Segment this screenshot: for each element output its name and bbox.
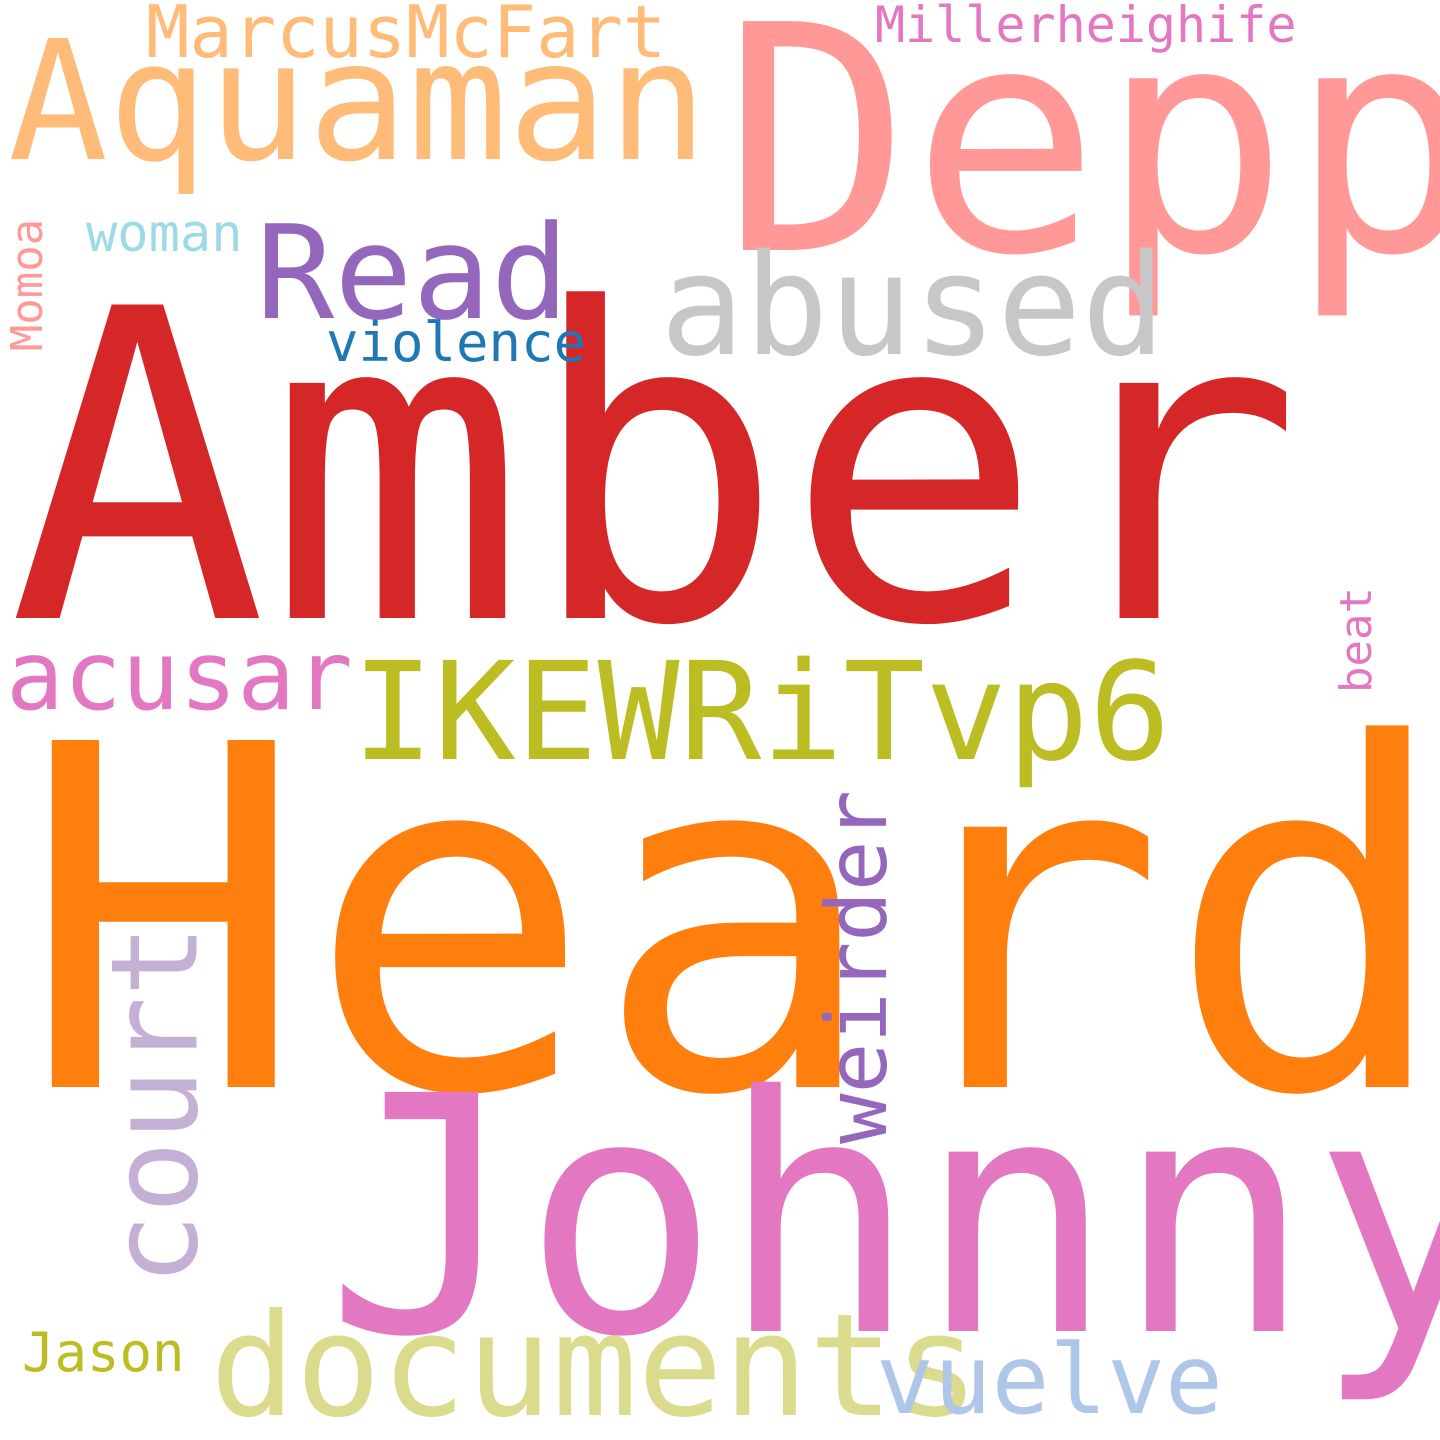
word-ikewritvp6: IKEWRiTvp6 [352,634,1171,792]
word-court: court [86,924,226,1286]
word-depp: Depp [722,0,1440,325]
word-amber: Amber [8,220,1303,720]
word-johnny: Johnny [325,1028,1440,1409]
word-jason: Jason [22,1321,185,1384]
word-beat: beat [1330,587,1382,693]
word-acusar: acusar [6,620,353,732]
word-aquaman: Aquaman [8,6,708,199]
word-violence: violence [326,311,587,374]
word-momoa: Momoa [2,218,54,352]
word-millerheighife: Millerheighife [875,0,1297,54]
word-heard: Heard [20,646,1440,1200]
word-read: Read [256,197,570,349]
word-abused: abused [660,225,1166,388]
word-documents: documents [210,1284,980,1440]
word-vuelve: vuelve [876,1324,1223,1436]
word-marcusmcfart: MarcusMcFart [146,0,667,74]
word-weirder: weirder [808,789,907,1145]
word-woman: woman [86,204,243,264]
